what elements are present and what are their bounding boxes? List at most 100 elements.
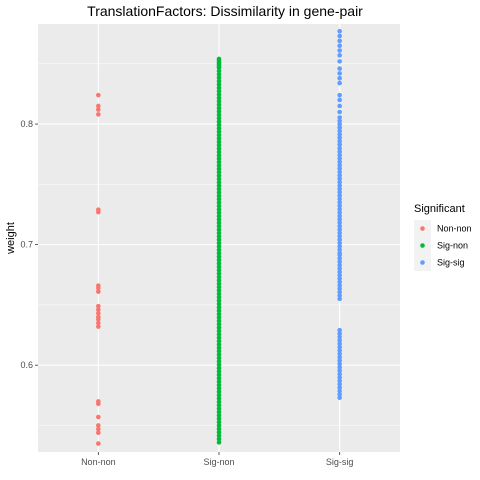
data-point bbox=[337, 293, 342, 298]
data-point bbox=[216, 65, 222, 70]
data-point bbox=[216, 99, 222, 104]
data-point bbox=[216, 386, 222, 391]
data-point bbox=[216, 82, 222, 87]
data-point bbox=[216, 163, 222, 168]
data-point bbox=[216, 200, 222, 205]
data-point bbox=[337, 375, 342, 380]
data-point bbox=[216, 244, 222, 249]
data-point bbox=[337, 146, 342, 151]
data-point bbox=[337, 223, 342, 229]
x-tick-label: Sig-non bbox=[203, 457, 234, 467]
data-point bbox=[216, 355, 222, 361]
data-point bbox=[337, 237, 342, 242]
data-point bbox=[216, 254, 222, 259]
data-point bbox=[216, 318, 222, 324]
data-point bbox=[337, 43, 342, 49]
data-point bbox=[216, 328, 222, 334]
data-point bbox=[337, 193, 342, 198]
data-point bbox=[337, 38, 342, 44]
data-point bbox=[216, 440, 222, 445]
data-point bbox=[337, 213, 342, 219]
data-point bbox=[96, 107, 101, 112]
data-point bbox=[216, 166, 222, 172]
data-point bbox=[337, 296, 342, 302]
data-point bbox=[337, 247, 342, 252]
data-point bbox=[337, 351, 342, 357]
data-point bbox=[216, 257, 222, 263]
data-point bbox=[216, 342, 222, 347]
data-point bbox=[337, 256, 342, 261]
data-point bbox=[216, 180, 222, 185]
data-point bbox=[216, 402, 222, 408]
data-point bbox=[337, 138, 342, 144]
data-point bbox=[216, 348, 222, 354]
data-point bbox=[337, 103, 342, 109]
data-point bbox=[216, 413, 222, 418]
data-point bbox=[337, 233, 342, 239]
data-point bbox=[337, 289, 342, 295]
legend-marker bbox=[420, 260, 425, 265]
data-point bbox=[216, 284, 222, 290]
data-point bbox=[216, 237, 222, 243]
data-point bbox=[337, 152, 342, 158]
data-point bbox=[337, 66, 342, 71]
data-point bbox=[216, 261, 222, 266]
data-point bbox=[216, 294, 222, 300]
data-point bbox=[216, 399, 222, 405]
data-point bbox=[337, 392, 342, 397]
data-point bbox=[216, 382, 222, 388]
data-point bbox=[216, 173, 222, 178]
data-point bbox=[216, 169, 222, 175]
data-point bbox=[216, 369, 222, 374]
data-point bbox=[337, 118, 342, 124]
data-point bbox=[337, 279, 342, 285]
data-point bbox=[216, 325, 222, 330]
data-point bbox=[337, 92, 342, 98]
data-point bbox=[337, 125, 342, 130]
data-point bbox=[216, 433, 222, 438]
data-point bbox=[216, 423, 222, 428]
data-point bbox=[216, 230, 222, 236]
data-point bbox=[216, 419, 222, 425]
data-point bbox=[337, 132, 342, 137]
data-point bbox=[337, 252, 342, 258]
data-point bbox=[216, 61, 222, 67]
data-point bbox=[216, 136, 222, 141]
data-point bbox=[216, 88, 222, 94]
data-point bbox=[216, 58, 222, 64]
data-point bbox=[216, 72, 222, 77]
data-point bbox=[337, 75, 342, 81]
data-point bbox=[96, 92, 101, 98]
data-point bbox=[216, 112, 222, 118]
data-point bbox=[337, 80, 342, 86]
data-point bbox=[216, 288, 222, 293]
data-point bbox=[96, 430, 101, 436]
data-point bbox=[337, 259, 342, 265]
data-point bbox=[337, 348, 342, 353]
data-point bbox=[337, 196, 342, 202]
data-point bbox=[216, 156, 222, 162]
data-point bbox=[337, 200, 342, 205]
x-tick-label: Non-non bbox=[81, 457, 116, 467]
data-point bbox=[337, 220, 342, 225]
data-point bbox=[216, 153, 222, 158]
data-point bbox=[96, 311, 101, 316]
data-point bbox=[216, 139, 222, 145]
data-point bbox=[337, 28, 342, 34]
legend-title: Significant bbox=[414, 203, 465, 215]
data-point bbox=[216, 345, 222, 351]
data-point bbox=[337, 230, 342, 236]
data-point bbox=[216, 406, 222, 411]
data-point bbox=[337, 206, 342, 212]
data-point bbox=[216, 224, 222, 229]
data-point bbox=[216, 392, 222, 398]
data-point bbox=[216, 159, 222, 165]
data-point bbox=[337, 388, 342, 394]
legend-label: Sig-non bbox=[437, 241, 468, 251]
data-point bbox=[96, 209, 101, 215]
data-point bbox=[216, 115, 222, 121]
y-axis-title: weight bbox=[5, 222, 17, 255]
data-point bbox=[216, 109, 222, 114]
data-point bbox=[216, 132, 222, 138]
data-point bbox=[216, 240, 222, 246]
